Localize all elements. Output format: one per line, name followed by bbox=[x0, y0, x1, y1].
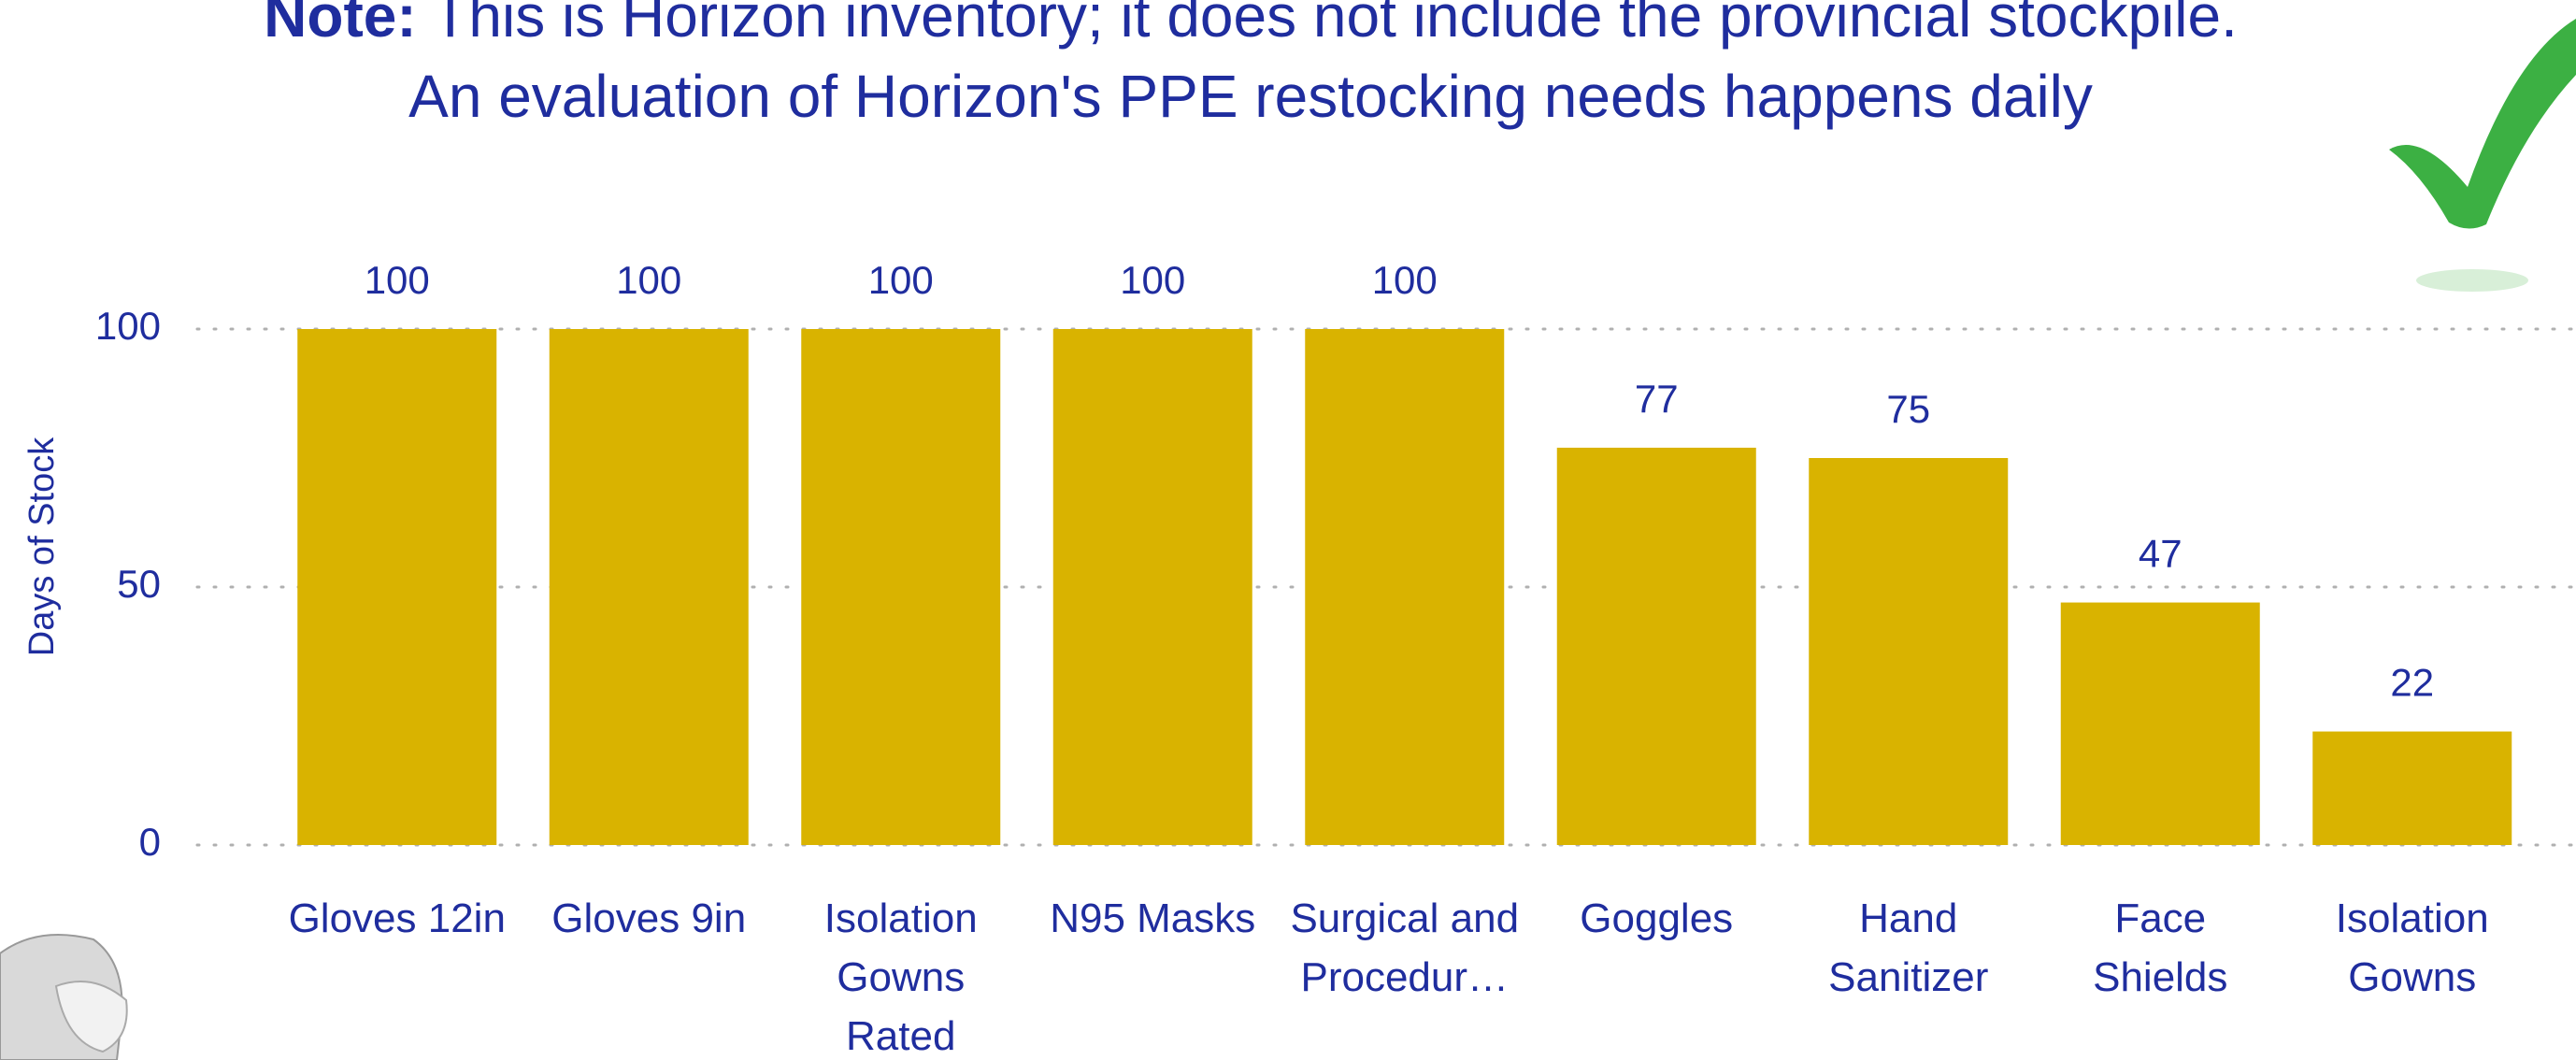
bar bbox=[801, 329, 1001, 845]
data-label: 100 bbox=[1120, 258, 1185, 302]
x-tick-label: Gloves 12in bbox=[288, 895, 506, 941]
data-label: 100 bbox=[365, 258, 430, 302]
bar bbox=[297, 329, 497, 845]
note-text: This is Horizon inventory; it does not i… bbox=[432, 0, 2238, 50]
x-tick-label: Surgical and Procedur… bbox=[1290, 895, 1520, 1000]
y-tick-label: 50 bbox=[117, 562, 161, 606]
x-tick-label: Isolation Gowns Rated bbox=[823, 895, 978, 1059]
note-label: Note: bbox=[264, 0, 417, 50]
y-tick-label: 0 bbox=[139, 820, 161, 864]
subtitle: An evaluation of Horizon's PPE restockin… bbox=[408, 63, 2093, 130]
data-label: 75 bbox=[1886, 387, 1930, 431]
x-tick-label: N95 Masks bbox=[1050, 895, 1256, 941]
note-line: Note: This is Horizon inventory; it does… bbox=[0, 0, 2501, 50]
x-tick-label: Isolation Gowns bbox=[2335, 895, 2489, 1000]
x-tick-label: Hand Sanitizer bbox=[1828, 895, 1989, 1000]
x-tick-label: Gloves 9in bbox=[551, 895, 747, 941]
data-label: 22 bbox=[2390, 661, 2434, 705]
data-label: 100 bbox=[868, 258, 934, 302]
bar bbox=[1305, 329, 1505, 845]
data-label: 100 bbox=[1372, 258, 1438, 302]
bar bbox=[1052, 329, 1252, 845]
data-label: 77 bbox=[1635, 377, 1679, 421]
x-tick-label: Face Shields bbox=[2093, 895, 2228, 1000]
x-tick-label: Goggles bbox=[1580, 895, 1734, 941]
bar bbox=[1809, 458, 2009, 845]
bar bbox=[2312, 731, 2512, 845]
bar bbox=[549, 329, 749, 845]
checkmark-icon bbox=[2389, 19, 2576, 292]
data-label: 47 bbox=[2139, 532, 2182, 576]
data-label: 100 bbox=[616, 258, 681, 302]
mask-icon bbox=[0, 934, 128, 1060]
bar bbox=[1556, 447, 1756, 845]
y-tick-label: 100 bbox=[95, 304, 161, 348]
y-axis-title: Days of Stock bbox=[22, 437, 62, 656]
bar bbox=[2060, 602, 2260, 845]
